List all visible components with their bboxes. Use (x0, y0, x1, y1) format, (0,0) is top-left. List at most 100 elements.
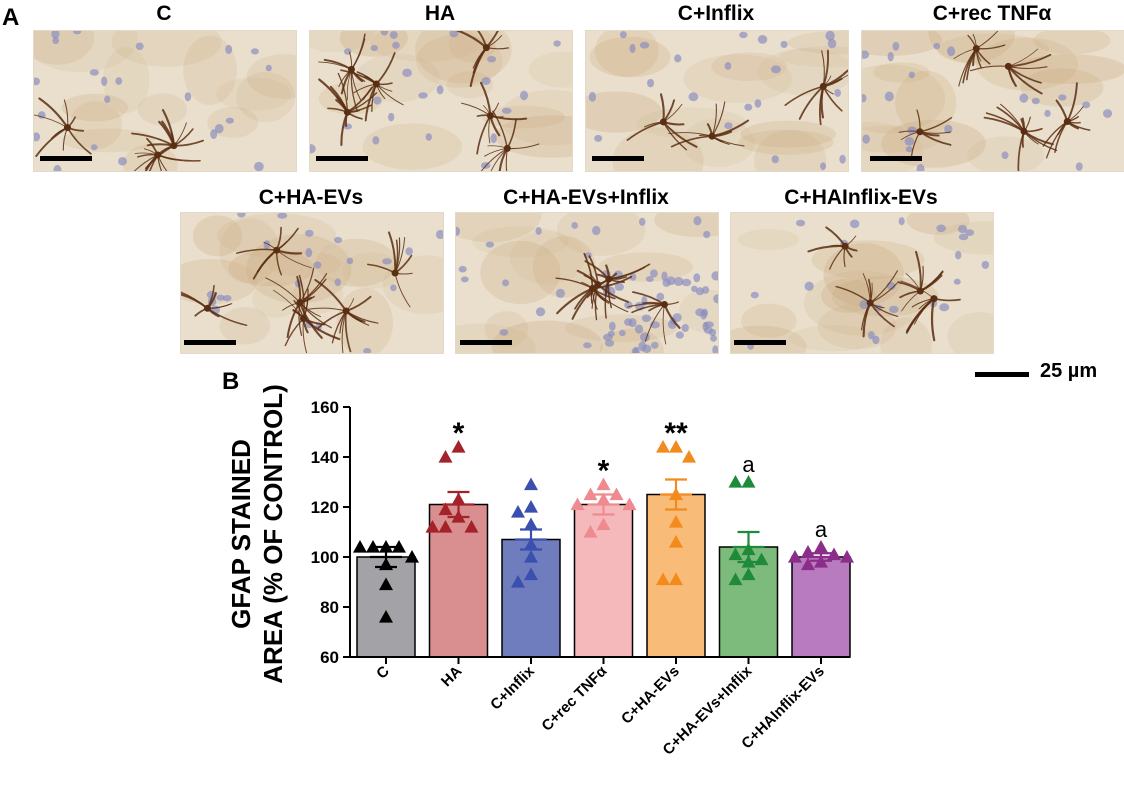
scale-bar (734, 340, 786, 345)
axes (349, 407, 850, 658)
data-point-1-7 (425, 520, 440, 533)
data-point-3-0 (596, 477, 611, 491)
scale-key-bar (975, 372, 1029, 377)
scale-bar (592, 156, 644, 161)
bar-0 (356, 556, 416, 658)
data-point-5-7 (728, 572, 743, 586)
data-point-4-1 (656, 440, 670, 453)
data-point-3-6 (596, 517, 611, 531)
data-point-3-4 (570, 497, 585, 511)
x-tick-label-4: C+HA-EVs (618, 663, 683, 728)
data-point-5-1 (728, 475, 743, 488)
image-title-c: C (156, 2, 172, 25)
panel-a-label: A (2, 4, 20, 31)
data-point-1-5 (438, 520, 453, 533)
significance-label-3: * (598, 455, 610, 488)
data-point-2-5 (524, 550, 538, 563)
x-tick-label-1: HA (438, 663, 465, 690)
data-point-6-0 (814, 540, 828, 553)
data-point-6-3 (788, 550, 802, 563)
data-point-1-3 (438, 502, 453, 516)
data-point-3-1 (583, 487, 598, 501)
micrograph-c-ha-evs-inflix (455, 212, 719, 354)
data-point-5-5 (741, 555, 756, 568)
data-point-5-6 (741, 567, 756, 581)
significance-label-1: * (453, 417, 465, 450)
micrograph-c-rec-tnf (861, 30, 1124, 172)
data-point-1-0 (451, 440, 466, 453)
significance-label-6: a (815, 517, 828, 542)
data-point-0-5 (379, 557, 393, 571)
data-point-4-3 (669, 487, 683, 501)
data-point-0-3 (353, 540, 367, 553)
data-point-2-4 (524, 537, 538, 551)
micrograph-c-inflix (585, 30, 849, 172)
data-point-6-5 (814, 555, 828, 568)
data-point-2-1 (524, 500, 538, 513)
y-tick-label-5: 160 (311, 398, 339, 417)
bar-1 (428, 503, 489, 658)
micrograph-ha (309, 30, 573, 172)
data-point-1-6 (464, 520, 479, 533)
image-title-c-inflix: C+Inflix (677, 2, 755, 25)
data-point-3-7 (583, 525, 598, 538)
data-point-0-7 (379, 610, 393, 623)
y-tick-label-0: 60 (320, 648, 339, 667)
scale-bar (184, 340, 236, 345)
x-tick-label-3: C+rec TNFα (538, 662, 610, 734)
micrograph-c-ha-evs (180, 212, 444, 354)
scale-bar (40, 156, 92, 161)
micrograph-c-hainflix-evs (730, 212, 994, 354)
data-point-4-4 (669, 515, 683, 528)
data-point-5-4 (754, 552, 769, 566)
data-point-4-0 (669, 440, 683, 453)
image-title-c-ha-evs-inflix: C+HA-EVs+Inflix (503, 186, 669, 209)
bar-6 (791, 556, 851, 658)
data-point-4-7 (656, 572, 670, 586)
data-point-3-3 (596, 492, 611, 506)
data-point-6-4 (840, 550, 854, 563)
x-tick-label-2: C+Inflix (487, 662, 538, 713)
data-point-6-2 (827, 547, 841, 561)
micrograph-c (33, 30, 297, 172)
y-tick-label-4: 140 (311, 448, 339, 467)
data-point-6-1 (801, 545, 815, 558)
scale-bar (460, 340, 512, 345)
y-axis-label-line-0: GFAP STAINED (226, 439, 256, 629)
data-point-2-7 (511, 575, 525, 588)
data-point-6-6 (801, 557, 815, 571)
significance-label-4: ** (664, 417, 688, 450)
y-tick-label-3: 120 (311, 498, 339, 517)
image-title-c-rec-tnf: C+rec TNFα (932, 2, 1052, 25)
y-axis-label-line-1: AREA (% OF CONTROL) (258, 384, 288, 683)
data-point-4-2 (682, 450, 696, 463)
data-point-0-0 (379, 540, 393, 553)
data-point-5-0 (741, 475, 756, 488)
scale-key-label: 25 µm (1040, 360, 1098, 382)
scale-bar (316, 156, 368, 161)
panel-b-label: B (222, 368, 240, 395)
significance-label-5: a (742, 452, 755, 477)
data-point-0-2 (392, 540, 406, 553)
x-tick-label-0: C (373, 663, 393, 683)
data-point-2-2 (511, 505, 525, 518)
image-title-c-ha-evs: C+HA-EVs (258, 186, 364, 209)
image-title-c-hainflix-evs: C+HAInflix-EVs (784, 186, 938, 209)
y-tick-label-1: 80 (320, 598, 339, 617)
data-point-3-5 (622, 497, 637, 511)
scale-bar (870, 156, 922, 161)
image-title-ha: HA (424, 2, 456, 25)
data-point-5-3 (728, 547, 743, 561)
data-point-2-3 (524, 517, 538, 531)
data-point-4-6 (669, 572, 683, 586)
data-point-0-1 (366, 540, 380, 553)
data-point-4-5 (669, 535, 683, 548)
data-point-0-4 (405, 550, 419, 563)
data-point-0-6 (379, 577, 393, 591)
data-point-3-2 (609, 487, 624, 501)
data-point-5-2 (741, 542, 756, 556)
data-point-2-6 (524, 567, 538, 581)
data-point-1-2 (451, 492, 466, 506)
y-tick-label-2: 100 (311, 548, 339, 567)
